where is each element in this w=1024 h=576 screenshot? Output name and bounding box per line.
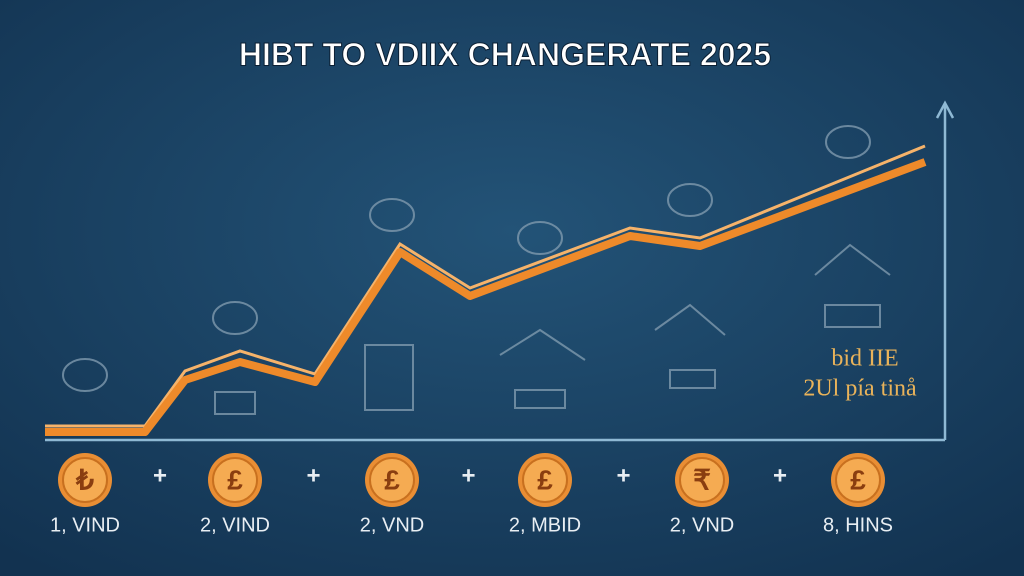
coin-label: 2, VIND — [200, 514, 270, 536]
coin-face — [835, 457, 881, 503]
trend-line — [45, 158, 927, 436]
coin-symbol: ₺ — [75, 464, 94, 495]
plus-sign: + — [306, 462, 320, 489]
coin-face — [212, 457, 258, 503]
trend-highlight — [45, 144, 926, 428]
coin-face — [369, 457, 415, 503]
coin-face — [62, 457, 108, 503]
coin-symbol: £ — [537, 464, 553, 495]
coin-label: 8, HINS — [823, 514, 893, 536]
coin-label: 2, VND — [670, 514, 734, 536]
coin-symbol: £ — [227, 464, 243, 495]
coin-symbol: £ — [850, 464, 866, 495]
coin-face — [522, 457, 568, 503]
plus-sign: + — [461, 462, 475, 489]
coin-label: 2, VND — [360, 514, 424, 536]
coin-label: 1, VIND — [50, 514, 120, 536]
coin-symbol: ₹ — [693, 464, 711, 495]
coin-face — [679, 457, 725, 503]
plus-sign: + — [616, 462, 630, 489]
annotation: 2Ul pía tinå — [803, 376, 917, 402]
plus-sign: + — [153, 462, 167, 489]
doodles — [62, 125, 891, 415]
plus-sign: + — [773, 462, 787, 489]
coin-label: 2, MBID — [509, 514, 581, 536]
axis-arrow — [935, 100, 955, 119]
title: HIBT TO VDIIX CHANGERATE 2025 — [239, 36, 771, 72]
coins: ₺ 1, VIND + £2, VIND + £2, VND + £2, MBID + ₹2, V… — [50, 453, 893, 536]
annotation: bid IIE — [831, 346, 898, 372]
coin-symbol: £ — [384, 464, 400, 495]
